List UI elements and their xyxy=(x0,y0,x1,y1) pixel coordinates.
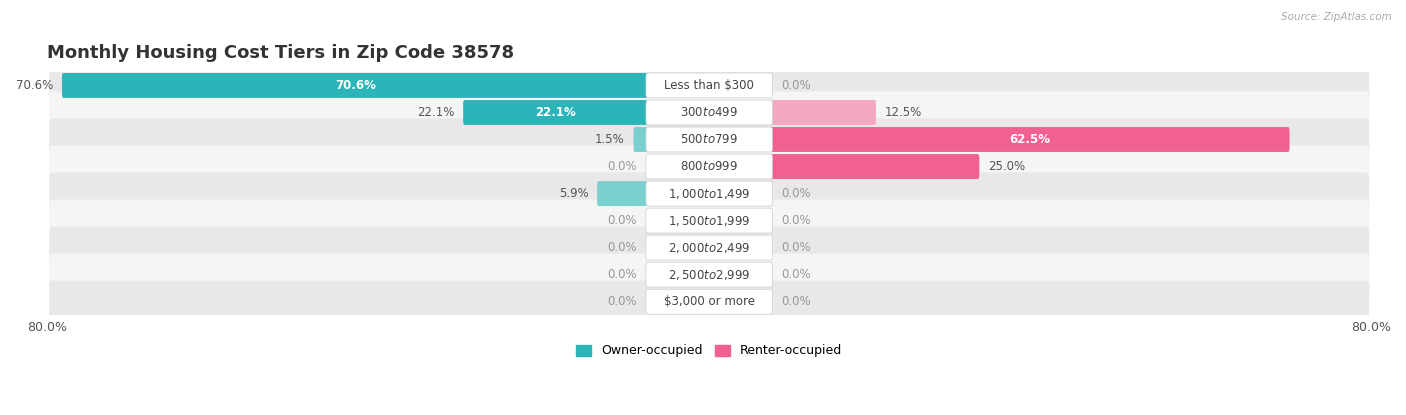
Text: 25.0%: 25.0% xyxy=(988,160,1025,173)
Text: $1,000 to $1,499: $1,000 to $1,499 xyxy=(668,187,751,200)
Text: 5.9%: 5.9% xyxy=(558,187,589,200)
FancyBboxPatch shape xyxy=(49,146,1369,188)
Text: 12.5%: 12.5% xyxy=(884,106,922,119)
FancyBboxPatch shape xyxy=(49,118,1369,161)
FancyBboxPatch shape xyxy=(645,262,772,287)
Text: Source: ZipAtlas.com: Source: ZipAtlas.com xyxy=(1281,12,1392,22)
FancyBboxPatch shape xyxy=(49,281,1369,323)
FancyBboxPatch shape xyxy=(49,227,1369,269)
FancyBboxPatch shape xyxy=(49,173,1369,215)
Text: Less than $300: Less than $300 xyxy=(664,79,754,92)
FancyBboxPatch shape xyxy=(645,127,772,152)
Text: 0.0%: 0.0% xyxy=(782,214,811,227)
Text: $500 to $799: $500 to $799 xyxy=(681,133,738,146)
Text: $800 to $999: $800 to $999 xyxy=(681,160,738,173)
FancyBboxPatch shape xyxy=(645,154,772,179)
Text: $2,500 to $2,999: $2,500 to $2,999 xyxy=(668,268,751,282)
Text: $300 to $499: $300 to $499 xyxy=(681,106,738,119)
Text: 0.0%: 0.0% xyxy=(782,79,811,92)
FancyBboxPatch shape xyxy=(645,235,772,260)
Text: 0.0%: 0.0% xyxy=(782,187,811,200)
FancyBboxPatch shape xyxy=(770,127,1289,152)
Text: 0.0%: 0.0% xyxy=(607,160,637,173)
FancyBboxPatch shape xyxy=(770,154,980,179)
Text: 62.5%: 62.5% xyxy=(1010,133,1050,146)
FancyBboxPatch shape xyxy=(645,289,772,314)
FancyBboxPatch shape xyxy=(62,73,648,98)
Text: 22.1%: 22.1% xyxy=(536,106,576,119)
FancyBboxPatch shape xyxy=(645,208,772,233)
Text: 0.0%: 0.0% xyxy=(607,214,637,227)
FancyBboxPatch shape xyxy=(49,254,1369,296)
FancyBboxPatch shape xyxy=(770,100,876,125)
Text: $1,500 to $1,999: $1,500 to $1,999 xyxy=(668,214,751,227)
FancyBboxPatch shape xyxy=(645,100,772,125)
FancyBboxPatch shape xyxy=(634,127,648,152)
Text: 70.6%: 70.6% xyxy=(15,79,53,92)
Text: $3,000 or more: $3,000 or more xyxy=(664,295,755,308)
Text: $2,000 to $2,499: $2,000 to $2,499 xyxy=(668,241,751,255)
FancyBboxPatch shape xyxy=(49,91,1369,134)
Text: 22.1%: 22.1% xyxy=(418,106,454,119)
Text: 0.0%: 0.0% xyxy=(607,241,637,254)
FancyBboxPatch shape xyxy=(49,200,1369,242)
Text: 0.0%: 0.0% xyxy=(782,268,811,281)
FancyBboxPatch shape xyxy=(49,64,1369,107)
FancyBboxPatch shape xyxy=(598,181,648,206)
Text: 70.6%: 70.6% xyxy=(335,79,375,92)
FancyBboxPatch shape xyxy=(645,181,772,206)
Text: 0.0%: 0.0% xyxy=(607,268,637,281)
Text: Monthly Housing Cost Tiers in Zip Code 38578: Monthly Housing Cost Tiers in Zip Code 3… xyxy=(48,44,515,62)
FancyBboxPatch shape xyxy=(463,100,648,125)
Text: 0.0%: 0.0% xyxy=(782,241,811,254)
Text: 0.0%: 0.0% xyxy=(607,295,637,308)
Legend: Owner-occupied, Renter-occupied: Owner-occupied, Renter-occupied xyxy=(571,339,848,362)
FancyBboxPatch shape xyxy=(645,73,772,98)
Text: 0.0%: 0.0% xyxy=(782,295,811,308)
Text: 1.5%: 1.5% xyxy=(595,133,624,146)
